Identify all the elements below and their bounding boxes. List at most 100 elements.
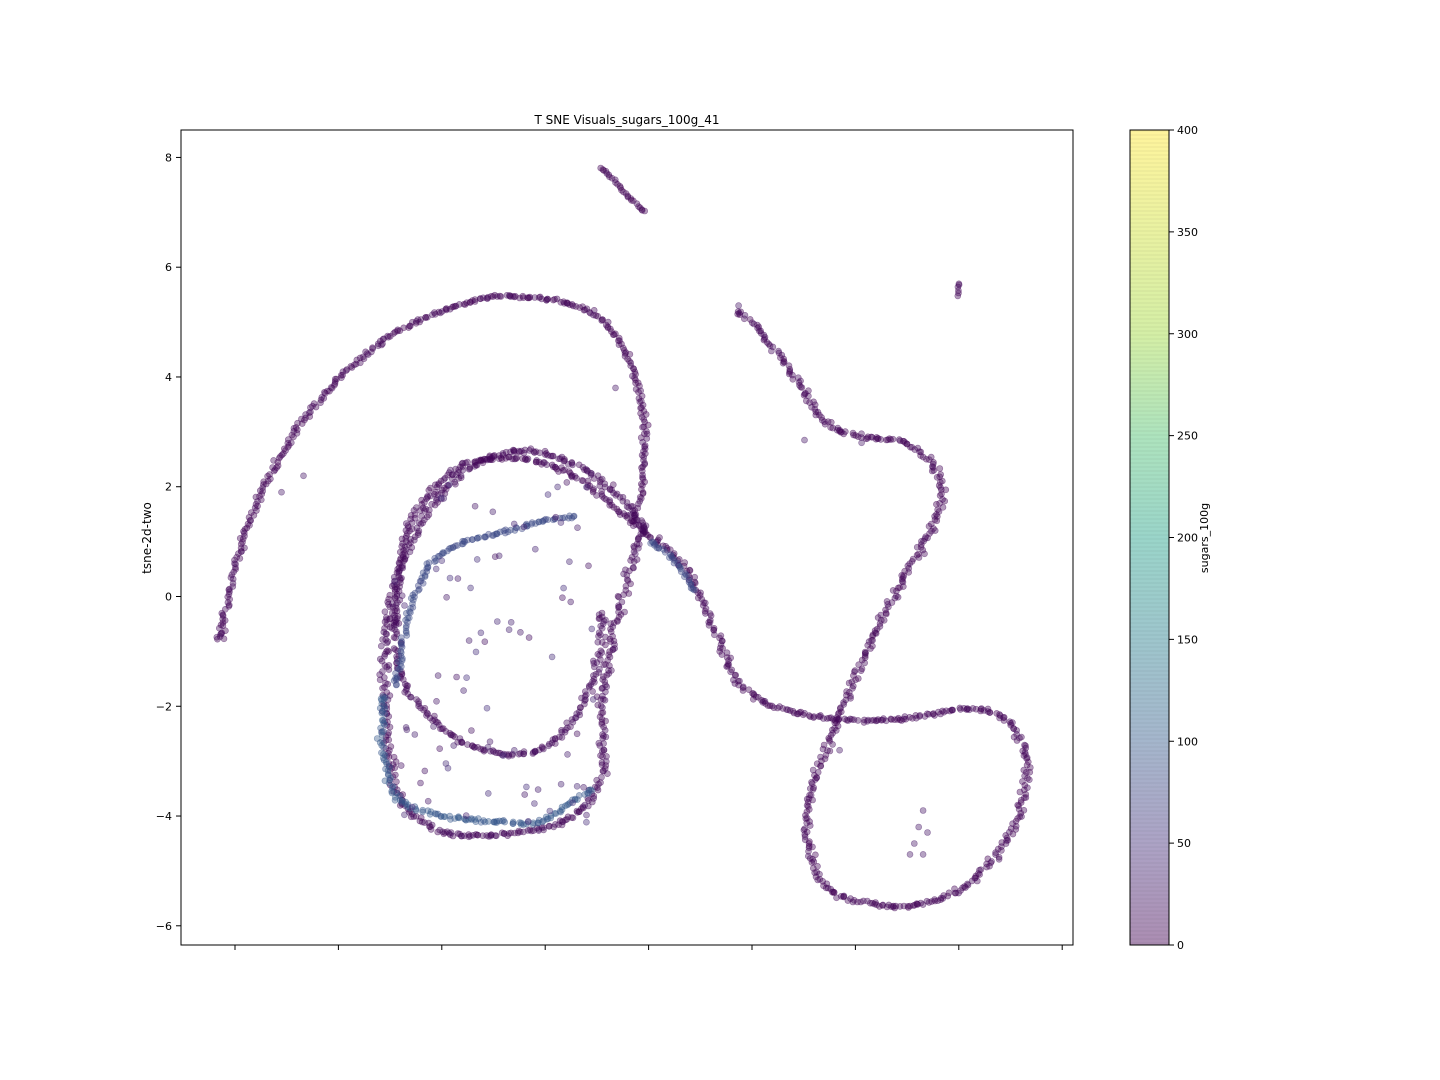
data-point bbox=[499, 450, 507, 457]
data-point bbox=[602, 661, 609, 668]
data-point bbox=[969, 705, 977, 712]
data-point bbox=[643, 430, 651, 438]
data-point bbox=[471, 296, 479, 303]
data-point bbox=[378, 731, 386, 739]
data-point bbox=[598, 317, 606, 324]
data-point bbox=[486, 738, 494, 746]
data-point bbox=[723, 663, 731, 670]
data-point bbox=[432, 565, 440, 573]
data-point bbox=[518, 447, 525, 455]
data-point bbox=[440, 549, 448, 557]
data-point bbox=[587, 786, 594, 794]
data-point bbox=[951, 889, 959, 897]
data-point bbox=[595, 632, 602, 640]
data-point bbox=[404, 690, 412, 698]
data-point bbox=[599, 704, 606, 711]
data-point bbox=[539, 744, 546, 752]
data-point bbox=[626, 519, 634, 527]
data-point bbox=[954, 292, 962, 300]
data-point bbox=[593, 492, 600, 499]
data-point bbox=[501, 818, 509, 826]
data-point bbox=[575, 461, 583, 469]
data-point bbox=[694, 594, 702, 602]
data-point bbox=[812, 851, 819, 859]
data-point bbox=[986, 709, 994, 716]
colorbar-tick-label: 300 bbox=[1177, 328, 1198, 341]
data-point bbox=[634, 535, 642, 542]
data-point bbox=[580, 783, 587, 791]
data-point bbox=[399, 564, 407, 572]
data-point bbox=[539, 517, 546, 525]
data-point bbox=[397, 652, 405, 660]
data-point bbox=[560, 584, 567, 592]
data-point bbox=[419, 569, 427, 577]
y-axis-label: tsne-2d-two bbox=[140, 502, 154, 574]
data-point bbox=[566, 558, 573, 566]
data-point bbox=[422, 505, 430, 513]
data-point bbox=[919, 807, 927, 814]
data-point bbox=[310, 400, 318, 407]
data-point bbox=[392, 601, 400, 609]
colorbar-tick-label: 0 bbox=[1177, 939, 1184, 952]
data-point bbox=[529, 821, 537, 828]
data-point bbox=[415, 519, 423, 527]
data-point bbox=[489, 508, 497, 516]
data-point bbox=[711, 631, 718, 639]
data-point bbox=[509, 820, 517, 827]
data-point bbox=[602, 733, 610, 741]
data-point bbox=[459, 537, 466, 545]
data-point bbox=[413, 696, 420, 703]
data-point bbox=[233, 553, 240, 561]
data-point bbox=[386, 763, 393, 771]
data-point bbox=[532, 448, 540, 456]
data-point bbox=[535, 816, 543, 824]
data-point bbox=[464, 458, 471, 466]
data-point bbox=[809, 766, 817, 774]
data-point bbox=[391, 607, 399, 615]
data-point bbox=[818, 757, 825, 765]
data-point bbox=[1009, 820, 1016, 828]
x-axis bbox=[234, 945, 1063, 950]
data-point bbox=[231, 560, 238, 567]
data-point bbox=[837, 892, 845, 900]
data-point bbox=[589, 486, 597, 494]
data-point bbox=[472, 818, 480, 826]
data-point bbox=[382, 636, 390, 643]
data-point bbox=[369, 344, 376, 352]
data-point bbox=[481, 638, 489, 646]
data-point bbox=[786, 367, 794, 375]
data-point bbox=[575, 792, 583, 799]
data-point bbox=[407, 512, 415, 519]
data-point bbox=[569, 799, 577, 807]
data-point bbox=[992, 849, 999, 856]
data-point bbox=[705, 621, 713, 629]
data-point bbox=[360, 355, 368, 363]
data-point bbox=[378, 742, 386, 749]
data-point bbox=[524, 817, 532, 825]
data-point bbox=[923, 710, 931, 718]
data-point bbox=[507, 618, 515, 626]
data-point bbox=[397, 634, 405, 642]
data-point bbox=[588, 625, 596, 633]
data-point bbox=[468, 742, 476, 749]
y-tick-label: 8 bbox=[165, 151, 172, 164]
data-point bbox=[916, 713, 923, 720]
data-point bbox=[379, 684, 386, 692]
data-point bbox=[864, 433, 872, 441]
data-point bbox=[513, 454, 520, 462]
data-point bbox=[380, 674, 388, 681]
data-point bbox=[702, 605, 710, 612]
data-point bbox=[614, 618, 621, 625]
data-point bbox=[448, 731, 455, 738]
data-point bbox=[431, 554, 439, 562]
data-point bbox=[377, 728, 385, 736]
data-point bbox=[842, 696, 850, 704]
data-point bbox=[973, 877, 981, 885]
data-point bbox=[411, 511, 419, 518]
data-point bbox=[822, 751, 830, 759]
data-point bbox=[572, 303, 580, 310]
data-point bbox=[485, 833, 493, 840]
data-point bbox=[814, 862, 821, 870]
data-point bbox=[557, 519, 565, 526]
data-point bbox=[220, 635, 228, 643]
